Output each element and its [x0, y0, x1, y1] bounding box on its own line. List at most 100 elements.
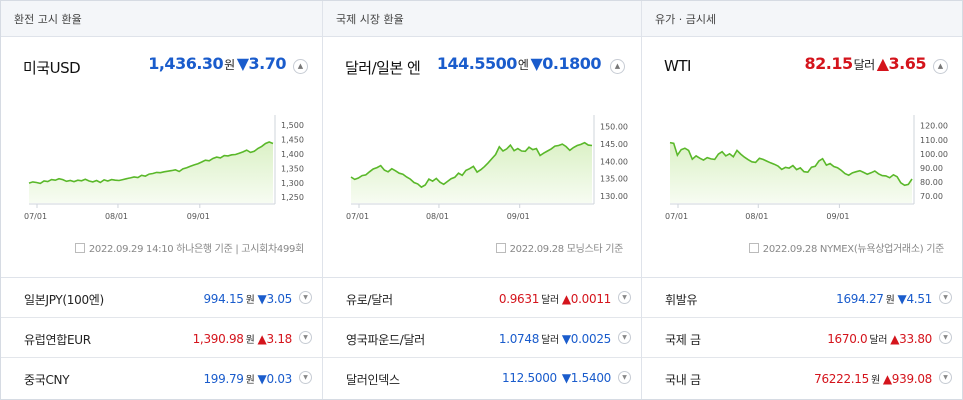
row-change: ▲0.0011: [561, 292, 611, 306]
list-item[interactable]: 유럽연합EUR 1,390.98 원 ▲3.18 ▼: [1, 318, 322, 358]
row-name: 일본JPY(100엔): [24, 293, 104, 307]
quote-title: 달러/일본 엔: [345, 59, 421, 77]
price-value: 1,436.30: [148, 54, 224, 73]
row-value: 1,390.98 원 ▲3.18: [192, 331, 293, 346]
y-tick-label: 150.00: [600, 123, 628, 132]
price-change: ▼0.1800: [530, 54, 601, 73]
y-tick-label: 120.00: [920, 122, 948, 131]
price-unit: 달러: [853, 58, 876, 72]
y-tick-label: 1,450: [281, 135, 304, 144]
row-value-number: 112.5000: [502, 371, 557, 385]
row-name: 중국CNY: [24, 373, 70, 387]
list-item[interactable]: 국제 금 1670.0 달러 ▲33.80 ▼: [642, 318, 962, 358]
y-tick-label: 1,500: [281, 121, 304, 130]
list-item[interactable]: 일본JPY(100엔) 994.15 원 ▼3.05 ▼: [1, 278, 322, 318]
x-tick-label: 09/01: [187, 212, 210, 221]
row-value-unit: 달러: [541, 295, 559, 306]
y-tick-label: 145.00: [600, 140, 628, 149]
row-value-number: 76222.15: [814, 372, 869, 386]
expand-chevron-down-icon[interactable]: ▼: [299, 291, 312, 304]
main-quote: 달러/일본 엔 144.5500엔 ▼0.1800 ▲ 150.00 145.00 1…: [323, 37, 641, 278]
panel-oil-gold: 유가 · 금시세 WTI 82.15달러 ▲3.65 ▲ 120.00 110.00…: [642, 1, 962, 399]
series-line: [669, 141, 913, 187]
row-name: 달러인덱스: [346, 373, 400, 387]
panel-header[interactable]: 유가 · 금시세: [642, 1, 962, 37]
row-change: ▲3.18: [257, 332, 293, 346]
row-change: ▼3.05: [257, 292, 293, 306]
expand-chevron-down-icon[interactable]: ▼: [618, 371, 631, 384]
source-note: 2022.09.29 14:10 하나은행 기준 | 고시회차499회: [74, 240, 304, 255]
list-item[interactable]: 달러인덱스 112.5000 ▼1.5400 ▼: [323, 358, 641, 398]
row-value-number: 199.79: [203, 372, 244, 386]
row-name: 휘발유: [665, 293, 698, 307]
x-tick-label: 08/01: [745, 212, 768, 221]
panel-international-market: 국제 시장 환율 달러/일본 엔 144.5500엔 ▼0.1800 ▲ 150.…: [323, 1, 642, 399]
expand-chevron-down-icon[interactable]: ▼: [618, 331, 631, 344]
x-tick-label: 09/01: [826, 212, 849, 221]
source-text: 2022.09.29 14:10 하나은행 기준 | 고시회차499회: [88, 244, 304, 255]
expand-chevron-down-icon[interactable]: ▼: [299, 371, 312, 384]
row-change: ▼4.51: [897, 292, 933, 306]
row-value-unit: 원: [885, 295, 895, 306]
row-value: 112.5000 ▼1.5400: [502, 371, 611, 385]
collapse-chevron-up-icon[interactable]: ▲: [610, 59, 625, 74]
main-quote: WTI 82.15달러 ▲3.65 ▲ 120.00 110.00 100.00 90.…: [642, 37, 962, 278]
list-item[interactable]: 유로/달러 0.9631 달러 ▲0.0011 ▼: [323, 278, 641, 318]
expand-chevron-down-icon[interactable]: ▼: [618, 291, 631, 304]
row-value-unit: 원: [870, 375, 880, 386]
panel-header[interactable]: 환전 고시 환율: [1, 1, 322, 37]
y-tick-label: 90.00: [920, 164, 943, 173]
usd-chart: 1,500 1,450 1,400 1,350 1,300 1,250 07/01 08/01…: [24, 115, 304, 221]
quote-title: 미국USD: [23, 59, 81, 77]
y-tick-label: 1,250: [281, 193, 304, 202]
expand-chevron-down-icon[interactable]: ▼: [939, 331, 952, 344]
series-area: [670, 142, 912, 203]
clock-icon: [748, 243, 759, 253]
row-value-unit: 달러: [869, 335, 888, 346]
row-name: 유로/달러: [346, 293, 393, 307]
y-tick-label: 130.00: [600, 192, 628, 201]
collapse-chevron-up-icon[interactable]: ▲: [293, 59, 308, 74]
row-value: 994.15 원 ▼3.05: [203, 291, 292, 306]
row-value-number: 1,390.98: [192, 332, 244, 346]
row-value-unit: 원: [245, 295, 255, 306]
row-value: 76222.15 원 ▲939.08: [814, 371, 932, 386]
price-change: ▲3.65: [876, 54, 927, 73]
row-value-number: 0.9631: [498, 292, 540, 306]
list-item[interactable]: 영국파운드/달러 1.0748 달러 ▼0.0025 ▼: [323, 318, 641, 358]
source-text: 2022.09.28 NYMEX(뉴욕상업거래소) 기준: [762, 244, 945, 255]
row-change: ▲939.08: [882, 372, 932, 386]
row-value: 1694.27 원 ▼4.51: [836, 291, 932, 306]
list-item[interactable]: 휘발유 1694.27 원 ▼4.51 ▼: [642, 278, 962, 318]
expand-chevron-down-icon[interactable]: ▼: [299, 331, 312, 344]
jpy-chart: 150.00 145.00 140.00 135.00 130.00 07/01 08/01…: [346, 115, 628, 221]
x-tick-label: 09/01: [507, 212, 530, 221]
row-change: ▲33.80: [890, 332, 932, 346]
row-change: ▼0.0025: [561, 332, 611, 346]
x-tick-label: 07/01: [346, 212, 369, 221]
y-tick-label: 100.00: [920, 150, 948, 159]
list-item[interactable]: 중국CNY 199.79 원 ▼0.03 ▼: [1, 358, 322, 398]
y-tick-label: 1,300: [281, 179, 304, 188]
list-item[interactable]: 국내 금 76222.15 원 ▲939.08 ▼: [642, 358, 962, 398]
panel-header[interactable]: 국제 시장 환율: [323, 1, 641, 37]
expand-chevron-down-icon[interactable]: ▼: [939, 371, 952, 384]
collapse-chevron-up-icon[interactable]: ▲: [933, 59, 948, 74]
expand-chevron-down-icon[interactable]: ▼: [939, 291, 952, 304]
row-change: ▼0.03: [257, 372, 293, 386]
row-value: 1670.0 달러 ▲33.80: [827, 331, 932, 346]
y-tick-label: 110.00: [920, 136, 948, 145]
row-value-number: 994.15: [203, 292, 244, 306]
row-name: 국내 금: [665, 373, 701, 387]
row-value-number: 1694.27: [836, 292, 884, 306]
x-tick-label: 07/01: [665, 212, 688, 221]
source-text: 2022.09.28 모닝스타 기준: [509, 244, 624, 255]
x-tick-label: 08/01: [426, 212, 449, 221]
y-tick-label: 80.00: [920, 178, 943, 187]
row-name: 유럽연합EUR: [24, 333, 91, 347]
y-tick-label: 1,400: [281, 150, 304, 159]
x-tick-label: 07/01: [24, 212, 47, 221]
source-note: 2022.09.28 NYMEX(뉴욕상업거래소) 기준: [748, 240, 945, 255]
quote-price: 82.15달러 ▲3.65: [805, 54, 927, 73]
